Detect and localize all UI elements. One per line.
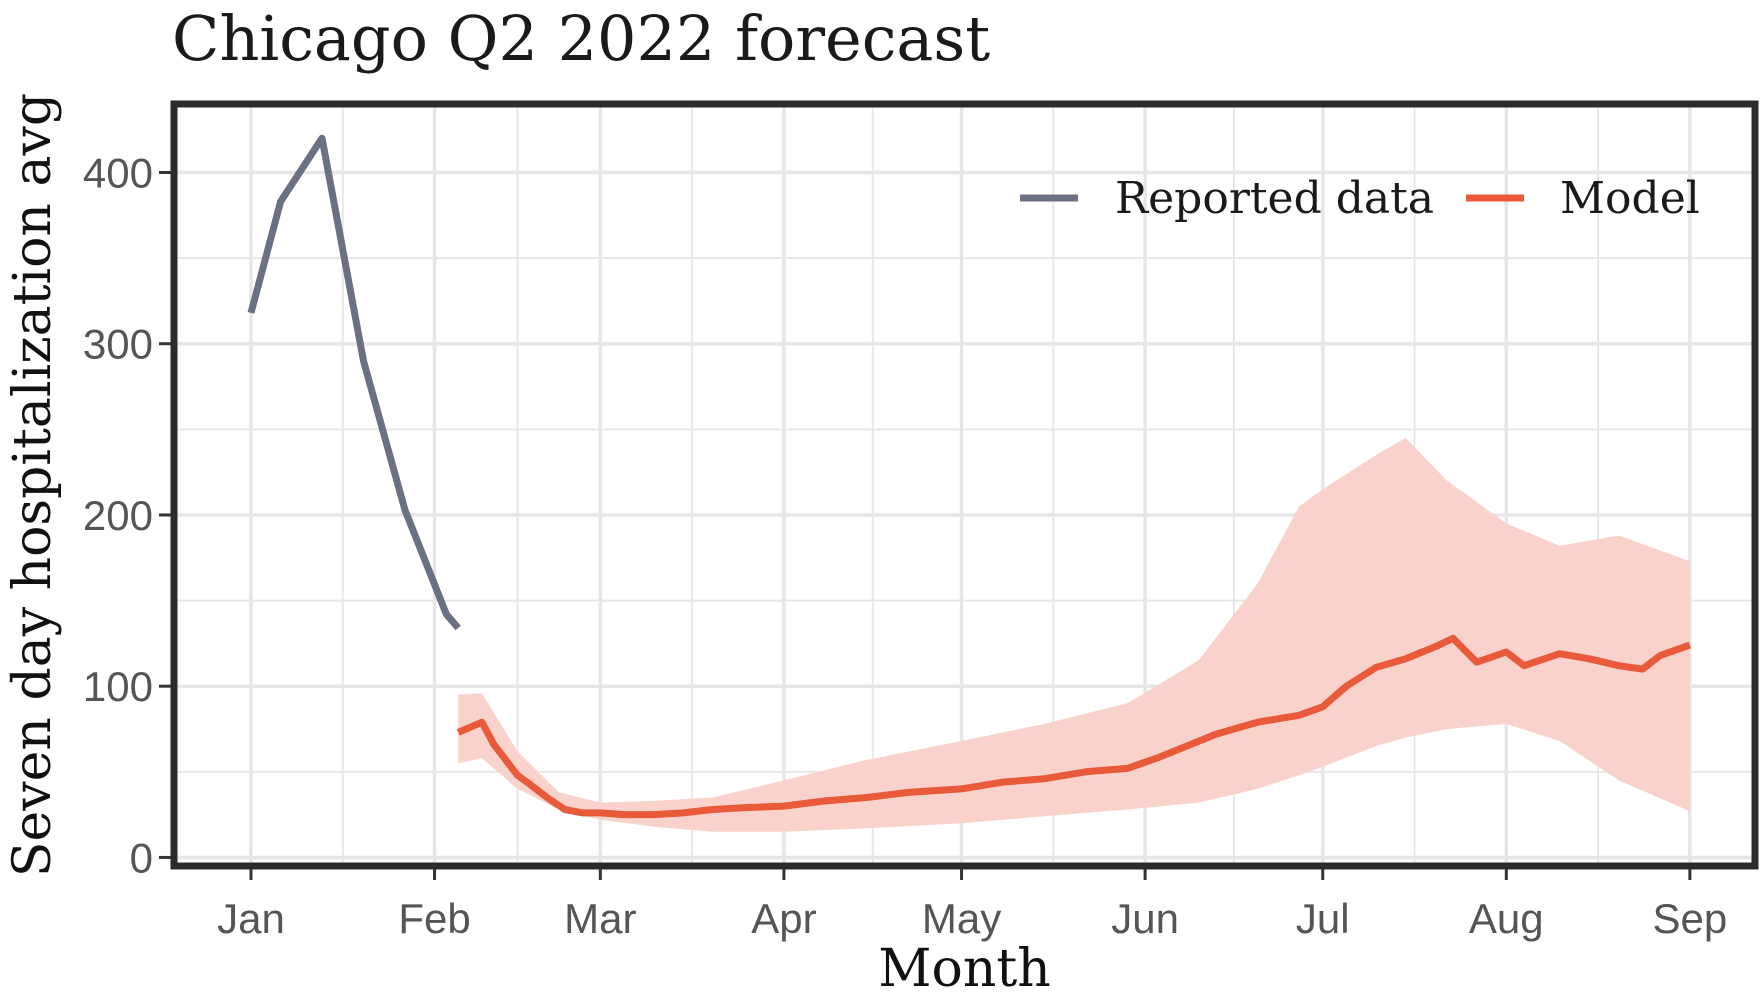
y-tick-label-200: 200 xyxy=(83,492,153,539)
y-tick-label-100: 100 xyxy=(83,663,153,710)
chart-title: Chicago Q2 2022 forecast xyxy=(172,2,990,75)
legend-label-reported: Reported data xyxy=(1115,173,1434,224)
x-tick-label-apr: Apr xyxy=(751,895,816,942)
x-tick-label-mar: Mar xyxy=(564,895,636,942)
band-area xyxy=(458,437,1690,832)
y-axis-title: Seven day hospitalization avg xyxy=(3,93,63,877)
model-uncertainty-band xyxy=(458,437,1690,832)
y-tick-label-400: 400 xyxy=(83,149,153,196)
x-tick-label-feb: Feb xyxy=(398,895,470,942)
legend-label-model: Model xyxy=(1560,173,1700,224)
x-tick-label-jun: Jun xyxy=(1111,895,1179,942)
axis-ticks: Jan Feb Mar Apr May Jun Jul Aug Sep 0 100 200 300 400 xyxy=(83,149,1727,942)
x-axis-title: Month xyxy=(878,939,1050,999)
y-tick-label-0: 0 xyxy=(130,834,153,881)
x-tick-label-jan: Jan xyxy=(217,895,285,942)
reported-data-line xyxy=(247,134,461,631)
x-tick-label-may: May xyxy=(922,895,1001,942)
y-tick-label-300: 300 xyxy=(83,321,153,368)
x-tick-label-jul: Jul xyxy=(1296,895,1350,942)
x-tick-label-sep: Sep xyxy=(1652,895,1727,942)
legend: Reported data Model xyxy=(1020,173,1700,224)
plot-frame xyxy=(170,100,1759,870)
model-line xyxy=(456,634,1692,819)
series-lines xyxy=(247,134,1692,819)
x-tick-label-aug: Aug xyxy=(1469,895,1544,942)
